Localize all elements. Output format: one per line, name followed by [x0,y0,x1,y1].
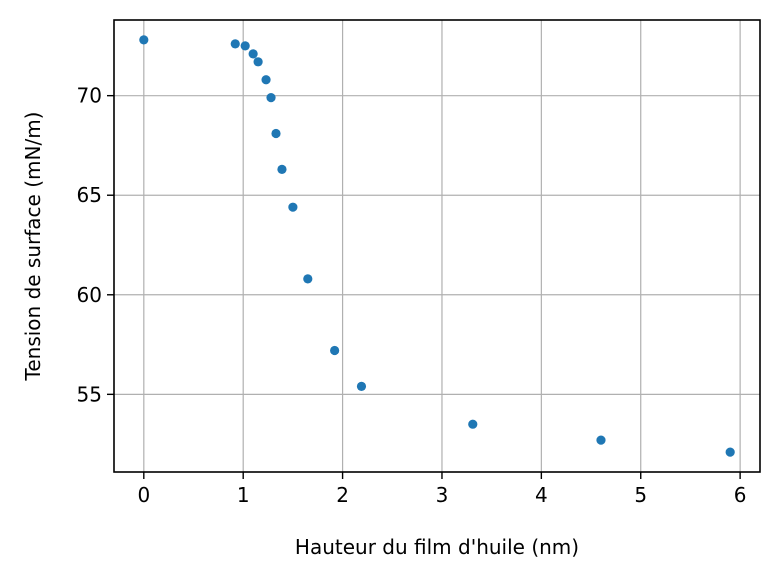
data-point [271,128,281,139]
y-tick-label: 55 [77,382,102,406]
data-point [725,447,735,457]
data-points [139,35,735,457]
data-point [240,41,250,51]
grid-layer [114,20,760,472]
data-point [139,35,149,45]
y-tick-label: 60 [77,283,102,307]
x-tick-label: 1 [237,483,250,507]
data-point [261,75,271,85]
data-point [468,419,478,429]
data-point [266,93,276,103]
x-tick-label: 5 [634,483,647,507]
tick-layer: 0 1 2 3 4 5 6 55 60 65 70 [77,84,747,507]
data-point [277,164,287,174]
data-point [288,202,298,212]
data-point [596,435,606,445]
data-point [356,381,367,391]
x-tick-label: 4 [535,483,548,507]
x-axis-label: Hauteur du film d'huile (nm) [295,535,579,559]
data-point [248,49,258,59]
y-axis-label: Tension de surface (mN/m) [21,112,45,382]
x-tick-label: 3 [436,483,449,507]
plot-frame [113,19,761,473]
x-tick-label: 6 [734,483,747,507]
y-tick-label: 65 [77,183,102,207]
data-point [230,39,240,49]
data-point [303,274,313,284]
data-point [330,345,340,356]
y-tick-label: 70 [77,84,102,108]
x-tick-label: 0 [137,483,150,507]
data-point [253,57,263,67]
x-tick-label: 2 [336,483,349,507]
